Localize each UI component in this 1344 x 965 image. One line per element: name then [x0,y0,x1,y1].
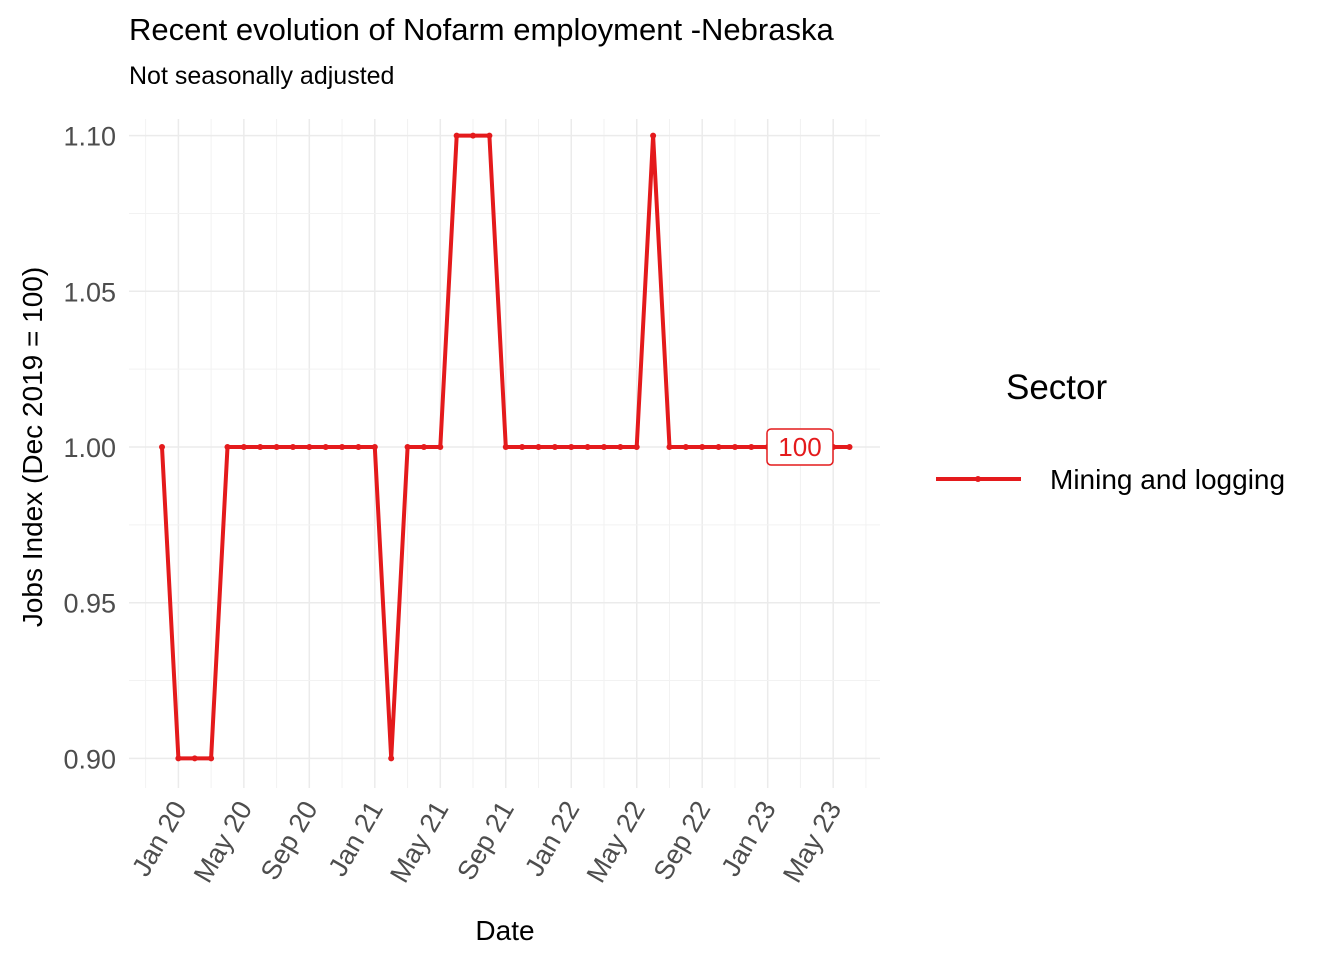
data-point [159,444,165,450]
series-layer [159,132,853,762]
data-point [437,444,444,450]
end-label-layer: 100 [766,428,834,466]
data-point [470,132,477,139]
data-point [748,444,755,450]
legend-swatch-point [975,476,981,482]
y-tick-label: 1.10 [63,122,116,152]
data-point [339,444,346,450]
data-point [371,444,378,450]
data-point [486,132,493,139]
x-tick-label: May 21 [384,796,454,888]
data-point [699,444,706,450]
y-axis-title: Jobs Index (Dec 2019 = 100) [17,267,48,627]
data-point [584,444,591,450]
y-tick-label: 1.05 [63,277,116,307]
data-point [208,755,215,762]
x-tick-label: Jan 22 [519,796,586,881]
data-point [306,444,313,450]
data-point [453,132,460,139]
x-tick-label: Jan 21 [322,796,389,881]
data-point [355,444,362,450]
data-point [650,132,657,139]
x-tick-label: May 20 [188,796,258,888]
data-point [600,444,607,450]
legend-label: Mining and logging [1050,464,1285,495]
x-axis-title: Date [475,915,534,946]
data-point [715,444,722,450]
x-tick-label: Jan 20 [126,796,193,881]
end-label-box [766,428,834,466]
data-point [617,444,624,450]
y-tick-label: 0.90 [63,744,116,774]
chart-title: Recent evolution of Nofarm employment -N… [129,12,834,47]
x-tick-label: May 22 [581,796,651,888]
data-point [568,444,575,450]
legend-title: Sector [1006,368,1107,407]
y-tick-label: 0.95 [63,589,116,619]
data-point [551,444,558,450]
data-point [682,444,689,450]
data-point [519,444,526,450]
data-point [666,444,673,450]
data-point [289,444,296,450]
y-tick-label: 1.00 [63,433,116,463]
x-tick-label: May 23 [777,796,847,888]
data-point [240,444,247,450]
legend: Sector Mining and logging [936,368,1285,495]
chart-subtitle: Not seasonally adjusted [129,62,394,90]
x-tick-label: Sep 21 [451,796,520,885]
data-point [257,444,264,450]
data-point [191,755,198,762]
data-point [175,755,182,762]
data-point [273,444,280,450]
data-point [633,444,640,450]
end-label-text: 100 [778,432,821,462]
x-tick-label: Sep 22 [648,796,717,885]
data-point [502,444,509,450]
data-point [420,444,427,450]
data-point [846,444,853,450]
data-point [388,755,395,762]
data-point [224,444,231,450]
data-point [404,444,411,450]
data-point [535,444,542,450]
x-tick-label: Sep 20 [255,796,324,885]
grid [129,119,880,788]
data-point [322,444,329,450]
data-point [731,444,738,450]
x-tick-label: Jan 23 [715,796,782,881]
